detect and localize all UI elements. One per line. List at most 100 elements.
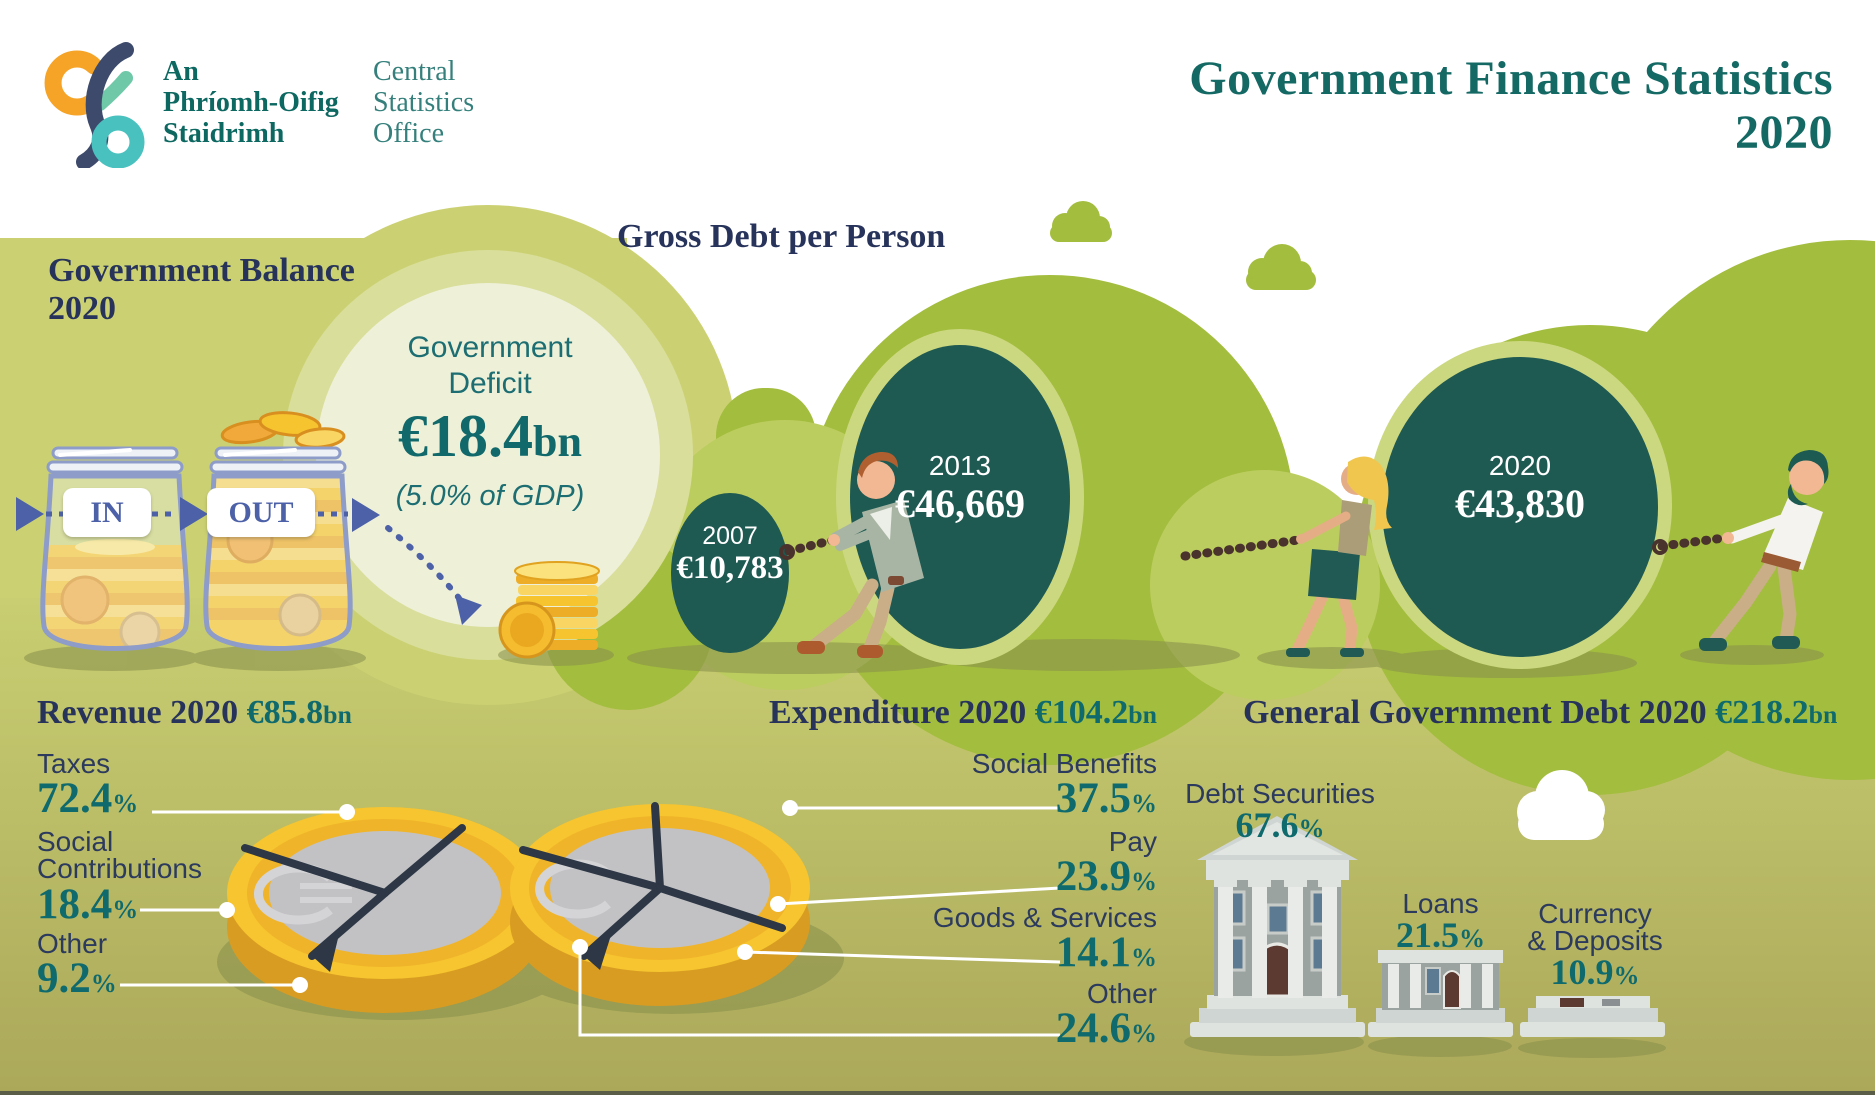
ball-year: 2007 [702,522,758,550]
deficit-label: Government Deficit [308,330,672,402]
value-unit: % [1298,814,1325,843]
ball-2020 [1382,357,1658,657]
green-cloud-1 [1050,201,1112,242]
debt-title-text: General Government Debt 2020 [1243,694,1707,731]
revenue-total-unit: bn [323,700,352,729]
woman-back-leg [1338,594,1358,654]
woman-shoe [1286,648,1310,657]
wedge-wall [584,932,612,970]
ball-value: €10,783 [676,550,784,586]
man2-belt [1761,552,1801,572]
revenue-title-text: Revenue 2020 [37,694,239,731]
page-title-line: Government Finance Statistics [1189,52,1833,105]
logo-english-name: Central Statistics Office [373,56,474,149]
gross-debt-title: Gross Debt per Person [617,218,946,255]
bottom-edge [0,1091,1875,1095]
deficit-label-line: Government [407,331,573,364]
expenditure-coin-pie [510,802,810,1006]
debt-item-value: 10.9% [1505,954,1685,994]
value-unit: % [112,895,139,924]
ball-year: 2013 [928,450,992,481]
man1-front-leg [807,578,879,653]
deficit-value: €18.4bn [308,404,672,474]
balance-title: Government Balance 2020 [48,252,468,328]
man1-head [857,461,895,499]
deficit-gdp-note: (5.0% of GDP) [395,480,585,512]
logo-orange-arc [44,50,103,116]
man2-head [1789,459,1825,495]
value-number: 10.9 [1550,952,1614,992]
man1-arm [830,516,872,544]
expenditure-total: €104.2bn [1035,694,1157,731]
value-number: 18.4 [37,881,113,928]
expenditure-title-text: Expenditure 2020 [769,694,1027,731]
value-unit: % [1613,961,1640,990]
man1-shoe [857,645,883,658]
woman-arm [1299,511,1351,543]
ball-2007 [671,493,789,653]
debt-total-amount: €218.2 [1715,694,1809,731]
jar-in-text: IN [90,495,124,529]
logo-irish-name: An Phríomh-Oifig Staidrimh [163,56,339,149]
label-line: Contributions [37,853,202,884]
pie-cut-lines [519,802,786,960]
value-unit: % [1131,867,1157,896]
building-loans [1368,950,1513,1037]
flow-arrows [16,497,482,625]
value-number: 24.6 [1055,1005,1131,1052]
debt-balls [671,329,1672,669]
cso-logo [44,42,145,168]
woman-shoe [1340,648,1364,657]
expenditure-item-label: Social Benefits [971,748,1157,779]
building-door [1443,970,1461,1009]
debt-item-debt-securities: Debt Securities 67.6% [1150,780,1410,847]
woman-top [1338,500,1372,556]
chains [779,533,1729,561]
label-line: Currency [1538,898,1652,929]
expenditure-item-value: 23.9% [857,855,1157,903]
expenditure-title: Expenditure 2020 €104.2bn [737,694,1157,734]
revenue-coin-pie [227,807,543,1013]
logo-english-line: Office [373,118,444,149]
jar-out-text: OUT [228,495,294,529]
logo-english-line: Central [373,56,456,87]
logo-seafoam-arc [93,71,133,111]
wedge-wall [312,930,340,972]
debt-total: €218.2bn [1715,694,1837,731]
man1-shirt [870,507,892,540]
logo-english-line: Statistics [373,87,475,118]
page-title: Government Finance Statistics 2020 [583,52,1833,160]
revenue-item-label: Taxes [37,748,111,779]
debt-item-label: Currency & Deposits [1505,898,1685,956]
green-cloud-2 [1246,244,1316,290]
man2-back-leg [1777,561,1797,647]
label-line: & Deposits [1527,925,1663,956]
debt-item-label: Debt Securities [1185,778,1375,809]
revenue-total: €85.8bn [247,694,352,731]
person-woman [1286,456,1392,657]
gross-debt-2020: 2020 €43,830 [1410,450,1630,526]
debt-item-loans: Loans 21.5% [1358,890,1523,957]
logo-irish-line: Phríomh-Oifig [163,87,339,118]
jar-in [40,446,190,651]
expenditure-item-value: 14.1% [857,931,1157,979]
arrow-head-down [455,595,482,625]
building-currency-deposits [1520,996,1665,1037]
man1-hair [858,451,898,478]
logo-teal-ring [91,115,145,168]
value-unit: % [90,969,117,998]
arrow-triangle-1 [16,497,44,531]
man2-front-leg [1709,559,1777,647]
revenue-item-value: 18.4% [37,881,139,931]
person-man-2 [1699,450,1829,651]
value-unit: % [1459,924,1485,953]
man2-shirt [1762,498,1823,570]
woman-hand [1296,534,1306,544]
debt-item-label: Loans [1402,888,1479,919]
jar-in-label: IN [63,488,151,537]
balance-title-line: 2020 [48,290,116,327]
man2-shoe [1699,638,1727,651]
debt-total-unit: bn [1808,700,1838,729]
revenue-total-amount: €85.8 [246,694,324,731]
